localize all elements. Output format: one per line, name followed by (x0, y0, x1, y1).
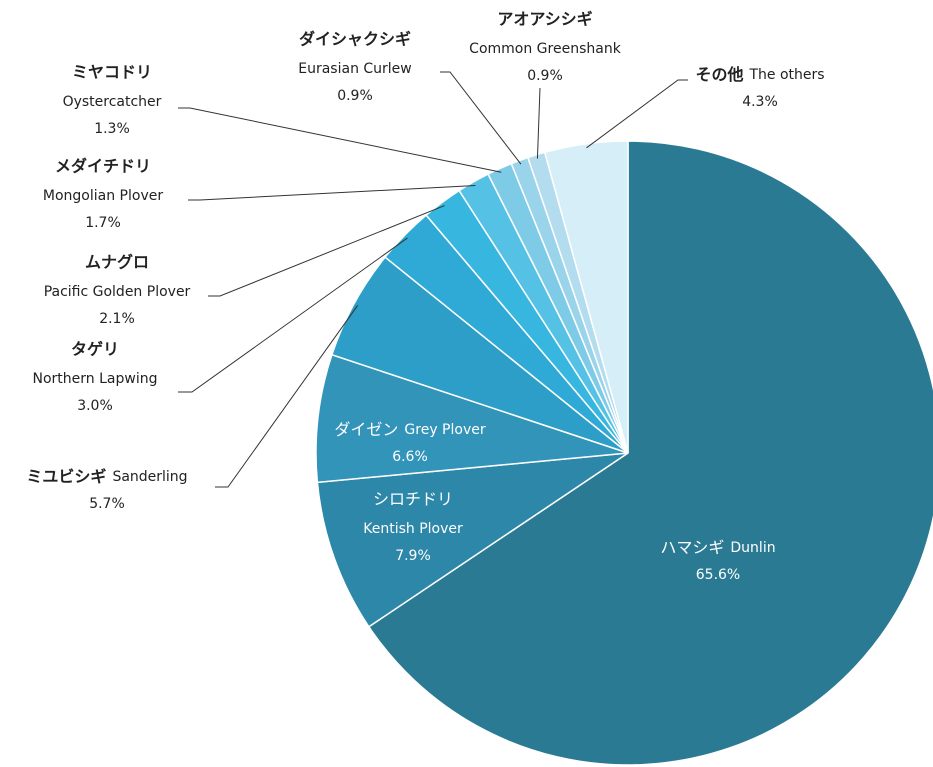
label-ja: その他 (695, 65, 743, 84)
label-ja: ミユビシギ (26, 467, 106, 486)
label-en: Sanderling (112, 469, 187, 485)
value-label: 6.6% (392, 449, 428, 465)
value-label: 5.7% (89, 496, 125, 512)
slice-label: ハマシギ Dunlin (660, 538, 775, 557)
label-ja: タゲリ (71, 340, 119, 359)
value-label: 0.9% (527, 68, 563, 84)
slice-label: その他 The others (695, 65, 824, 84)
leader-line (440, 71, 522, 165)
label-en: The others (748, 67, 824, 83)
pie-slice (367, 140, 933, 766)
value-label: 2.1% (99, 311, 135, 327)
label-en: Kentish Plover (363, 521, 463, 537)
leader-line (188, 184, 476, 201)
value-label: 7.9% (395, 548, 431, 564)
label-en: Northern Lapwing (33, 371, 158, 387)
value-label: 65.6% (696, 567, 740, 583)
pie-slice (316, 452, 629, 628)
leader-line (178, 107, 502, 173)
label-ja: メダイチドリ (55, 157, 151, 176)
label-ja: ムナグロ (85, 253, 149, 272)
label-ja: アオアシシギ (497, 10, 592, 29)
value-label: 4.3% (742, 94, 778, 110)
leader-line (178, 237, 408, 393)
pie-slice (315, 353, 629, 484)
label-en: Mongolian Plover (43, 188, 163, 204)
leader-line (208, 205, 445, 297)
value-label: 1.7% (85, 215, 121, 231)
pie-slice (543, 140, 629, 454)
label-en: Dunlin (730, 540, 775, 556)
value-label: 1.3% (94, 121, 130, 137)
label-ja: ミヤコドリ (72, 63, 152, 82)
label-ja: ダイシャクシギ (299, 30, 411, 49)
leader-line (215, 305, 359, 488)
label-en: Pacific Golden Plover (44, 284, 191, 300)
value-label: 3.0% (77, 398, 113, 414)
leader-line (536, 87, 541, 159)
value-label: 0.9% (337, 88, 373, 104)
slice-label: ダイゼン Grey Plover (334, 420, 485, 439)
leader-line (586, 79, 688, 149)
label-ja: シロチドリ (373, 490, 453, 509)
label-en: Grey Plover (404, 422, 485, 438)
label-ja: ハマシギ (660, 538, 724, 557)
label-en: Common Greenshank (469, 41, 622, 57)
label-en: Oystercatcher (63, 94, 162, 110)
labels: ハマシギ Dunlin 65.6% シロチドリ Kentish Plover 7.9% ダイ… (26, 10, 824, 584)
label-en: Eurasian Curlew (298, 61, 412, 77)
slice-label: ミユビシギ Sanderling (26, 467, 187, 486)
slices (315, 140, 933, 766)
label-ja: ダイゼン (334, 420, 398, 439)
